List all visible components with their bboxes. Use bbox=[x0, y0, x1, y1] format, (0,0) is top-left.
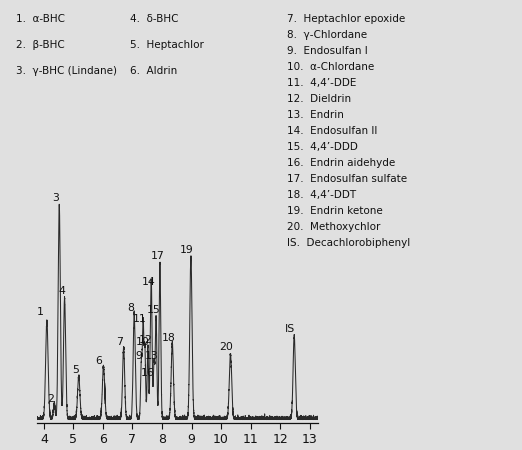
Text: 19: 19 bbox=[180, 244, 194, 255]
Text: 5: 5 bbox=[72, 365, 79, 375]
Text: 5.  Heptachlor: 5. Heptachlor bbox=[130, 40, 205, 50]
Text: 14: 14 bbox=[141, 277, 155, 287]
Text: 8: 8 bbox=[127, 302, 134, 313]
Text: 12: 12 bbox=[138, 335, 152, 345]
Text: IS: IS bbox=[285, 324, 295, 333]
Text: 3: 3 bbox=[52, 194, 59, 203]
Text: 16.  Endrin aidehyde: 16. Endrin aidehyde bbox=[287, 158, 395, 168]
Text: 16: 16 bbox=[141, 368, 155, 378]
Text: 10: 10 bbox=[136, 338, 150, 347]
Text: 4: 4 bbox=[58, 286, 65, 297]
Text: 6: 6 bbox=[96, 356, 102, 366]
Text: 15: 15 bbox=[147, 305, 160, 315]
Text: 18: 18 bbox=[162, 333, 175, 343]
Text: 14.  Endosulfan II: 14. Endosulfan II bbox=[287, 126, 377, 136]
Text: 2: 2 bbox=[47, 394, 54, 405]
Text: 9.  Endosulfan I: 9. Endosulfan I bbox=[287, 45, 368, 56]
Text: 18.  4,4’-DDT: 18. 4,4’-DDT bbox=[287, 190, 356, 200]
Text: 15.  4,4’-DDD: 15. 4,4’-DDD bbox=[287, 142, 358, 152]
Text: 4.  δ-BHC: 4. δ-BHC bbox=[130, 14, 179, 23]
Text: 12.  Dieldrin: 12. Dieldrin bbox=[287, 94, 351, 104]
Text: 6.  Aldrin: 6. Aldrin bbox=[130, 66, 178, 76]
Text: 7: 7 bbox=[116, 338, 123, 347]
Text: 13: 13 bbox=[145, 351, 159, 361]
Text: 1: 1 bbox=[37, 307, 44, 317]
Text: 13.  Endrin: 13. Endrin bbox=[287, 110, 344, 120]
Text: 3.  γ-BHC (Lindane): 3. γ-BHC (Lindane) bbox=[16, 66, 116, 76]
Text: 17: 17 bbox=[150, 252, 164, 261]
Text: IS.  Decachlorobiphenyl: IS. Decachlorobiphenyl bbox=[287, 238, 410, 248]
Text: 20: 20 bbox=[219, 342, 233, 352]
Text: 10.  α-Chlordane: 10. α-Chlordane bbox=[287, 62, 374, 72]
Text: 11.  4,4’-DDE: 11. 4,4’-DDE bbox=[287, 78, 357, 88]
Text: 7.  Heptachlor epoxide: 7. Heptachlor epoxide bbox=[287, 14, 406, 23]
Text: 20.  Methoxychlor: 20. Methoxychlor bbox=[287, 222, 381, 232]
Text: 2.  β-BHC: 2. β-BHC bbox=[16, 40, 64, 50]
Text: 8.  γ-Chlordane: 8. γ-Chlordane bbox=[287, 30, 367, 40]
Text: 17.  Endosulfan sulfate: 17. Endosulfan sulfate bbox=[287, 174, 407, 184]
Text: 1.  α-BHC: 1. α-BHC bbox=[16, 14, 65, 23]
Text: 11: 11 bbox=[133, 314, 147, 324]
Text: 19.  Endrin ketone: 19. Endrin ketone bbox=[287, 206, 383, 216]
Text: 9: 9 bbox=[135, 351, 142, 361]
